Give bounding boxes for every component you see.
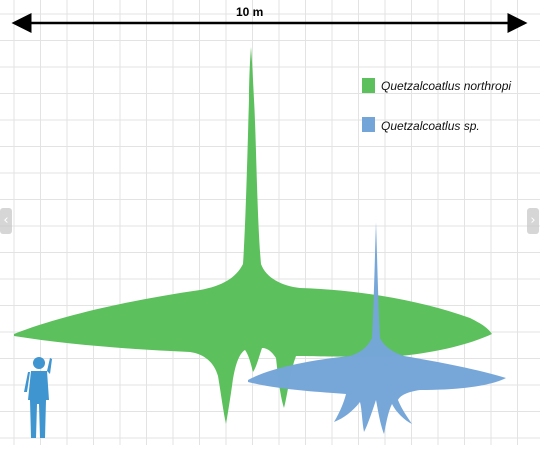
chevron-left-icon[interactable]: ‹ [0, 208, 12, 234]
legend-swatch-northropi [362, 78, 375, 93]
scale-bar-label: 10 m [236, 5, 264, 19]
quetzalcoatlus-sp-silhouette [248, 222, 506, 434]
human-silhouette [24, 357, 52, 438]
legend-swatch-quetzalcoatlus-sp [362, 117, 375, 132]
legend-label-quetzalcoatlus-sp: Quetzalcoatlus sp. [381, 119, 480, 133]
chevron-right-icon[interactable]: › [527, 208, 539, 234]
legend-label-northropi: Quetzalcoatlus northropi [381, 79, 512, 93]
